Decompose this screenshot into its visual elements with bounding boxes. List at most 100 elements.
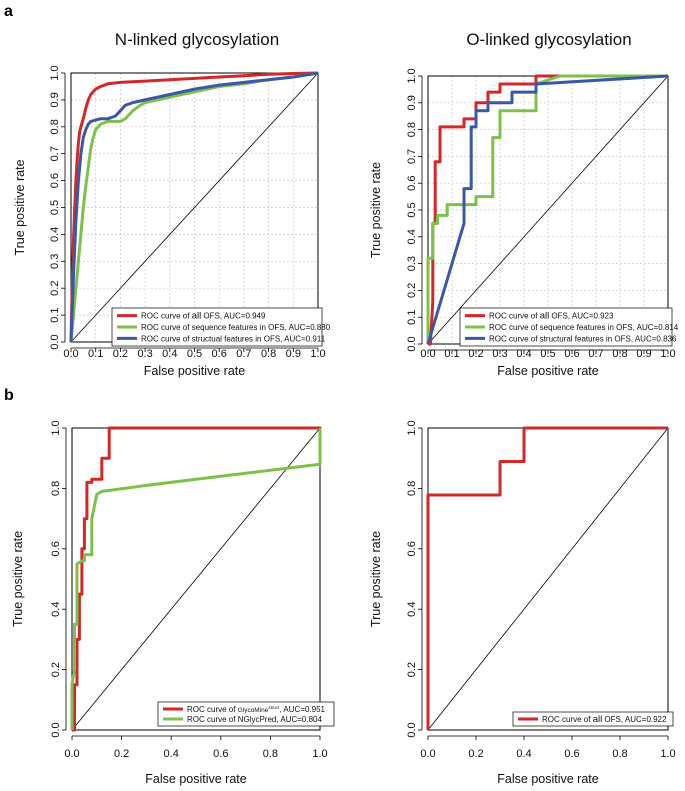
legend-box (459, 307, 673, 347)
x-tick-label-10: 1.0 (310, 348, 325, 360)
y-tick-label-0: 0.0 (406, 722, 418, 737)
legend-entry-0: ROC curve of all OFS, AUC=0.922 (542, 714, 667, 725)
y-tick-label-3: 0.3 (49, 254, 61, 269)
chart-title: O-linked glycosylation (466, 30, 631, 49)
x-tick-label-5: 1.0 (660, 748, 675, 760)
legend-auc: , AUC=0.951 (279, 705, 325, 714)
x-tick-label-9: 0.9 (636, 348, 651, 360)
legend-emphasis: all (192, 311, 202, 322)
y-tick-label-5: 1.0 (50, 420, 62, 435)
chance-diagonal (427, 427, 669, 731)
x-tick-label-4: 0.4 (162, 348, 177, 360)
x-tick-label-1: 0.2 (468, 748, 483, 760)
y-tick-label-4: 0.8 (406, 481, 418, 496)
legend-entry-0: ROC curve of all OFS, AUC=0.923 (489, 311, 614, 322)
panel-label-a: a (4, 3, 13, 20)
x-tick-label-10: 1.0 (660, 348, 675, 360)
y-tick-label-0: 0.0 (50, 722, 62, 737)
y-tick-label-0: 0.0 (406, 336, 418, 351)
x-tick-label-4: 0.4 (516, 348, 531, 360)
legend-method-name: GlycoMine (238, 707, 269, 714)
y-tick-label-3: 0.6 (406, 541, 418, 556)
legend-entry-1: ROC curve of sequence features in OFS, A… (141, 323, 331, 332)
chart-title: N-linked glycosylation (115, 30, 279, 49)
legend-box (111, 307, 323, 347)
x-tick-label-0: 0.0 (63, 348, 78, 360)
y-tick-label-9: 0.9 (49, 92, 61, 107)
y-tick-label-7: 0.7 (406, 149, 418, 164)
x-tick-label-0: 0.0 (420, 348, 435, 360)
panel-label-b: b (4, 387, 14, 404)
roc-curve-series-1 (426, 74, 668, 344)
chance-diagonal (71, 427, 321, 731)
y-tick-label-2: 0.4 (50, 602, 62, 617)
y-tick-label-4: 0.4 (406, 229, 418, 244)
legend-entry-1: ROC curve of sequence features in OFS, A… (489, 323, 679, 332)
y-tick-label-4: 0.8 (50, 481, 62, 496)
legend-box (157, 701, 335, 727)
chart-glycomine-comparison: 0.0 0.2 0.4 0.6 0.8 1.0 0.0 0.2 0.4 0.6 0.8 1.0 Fals… (11, 420, 335, 786)
roc-curve-series-1 (70, 428, 322, 730)
legend-entry-0: ROC curve of GlycoMinestruct, AUC=0.951 (187, 705, 326, 714)
x-tick-label-3: 0.3 (137, 348, 152, 360)
y-tick-label-5: 0.5 (406, 202, 418, 217)
y-tick-label-0: 0.0 (49, 334, 61, 349)
y-tick-label-10: 1.0 (406, 68, 418, 83)
roc-curve-series-2 (69, 71, 319, 343)
x-axis-label: False positive rate (145, 772, 246, 786)
legend-entry-2: ROC curve of structural features in OFS,… (489, 334, 677, 343)
y-tick-label-7: 0.7 (49, 146, 61, 161)
x-tick-label-6: 0.6 (564, 348, 579, 360)
x-tick-label-7: 0.7 (236, 348, 251, 360)
chart-n-linked: 0.0 0.1 0.2 0.3 0.4 0.5 0.6 0.7 0.8 0.9 1.0 0.0 0.1 0… (13, 30, 331, 378)
roc-curve-series-0 (69, 71, 319, 343)
roc-curve-series-0 (72, 426, 322, 732)
y-tick-label-10: 1.0 (49, 65, 61, 80)
y-tick-label-5: 0.5 (49, 200, 61, 215)
y-tick-label-2: 0.2 (406, 283, 418, 298)
x-axis-label: False positive rate (144, 364, 245, 378)
x-axis-label: False positive rate (497, 772, 598, 786)
y-axis-label: True positive rate (11, 531, 25, 627)
y-tick-label-3: 0.3 (406, 256, 418, 271)
chart-o-linked: 0.0 0.1 0.2 0.3 0.4 0.5 0.6 0.7 0.8 0.9 1.0 0.0 0.1 0… (369, 30, 679, 378)
y-tick-label-4: 0.4 (49, 227, 61, 242)
y-tick-label-2: 0.2 (49, 281, 61, 296)
x-tick-label-3: 0.6 (564, 748, 579, 760)
x-tick-label-5: 1.0 (312, 748, 327, 760)
y-tick-label-9: 0.9 (406, 95, 418, 110)
chart-o-linked-independent: 0.0 0.2 0.4 0.6 0.8 1.0 0.0 0.2 0.4 0.6 0.8 1.0 Fals… (369, 420, 676, 786)
legend-emphasis: all (593, 714, 603, 725)
roc-curve-series-1 (69, 71, 319, 343)
y-axis-label: True positive rate (13, 159, 27, 255)
x-axis-label: False positive rate (497, 364, 598, 378)
x-tick-label-3: 0.6 (213, 748, 228, 760)
y-tick-label-8: 0.8 (406, 122, 418, 137)
x-tick-label-5: 0.5 (187, 348, 202, 360)
x-tick-label-5: 0.5 (540, 348, 555, 360)
legend-box (512, 711, 674, 727)
y-tick-label-6: 0.6 (406, 176, 418, 191)
x-tick-label-4: 0.8 (263, 748, 278, 760)
x-tick-label-0: 0.0 (420, 748, 435, 760)
x-tick-label-8: 0.8 (612, 348, 627, 360)
x-tick-label-3: 0.3 (492, 348, 507, 360)
legend-entry-0: ROC curve of all OFS, AUC=0.949 (141, 311, 266, 322)
y-tick-label-2: 0.4 (406, 602, 418, 617)
roc-curve-series-0 (426, 426, 668, 730)
chance-diagonal (70, 72, 319, 343)
x-tick-label-2: 0.2 (113, 348, 128, 360)
x-tick-label-7: 0.7 (588, 348, 603, 360)
x-tick-label-6: 0.6 (212, 348, 227, 360)
x-tick-label-2: 0.4 (516, 748, 531, 760)
y-tick-label-1: 0.2 (406, 662, 418, 677)
y-tick-label-8: 0.8 (49, 119, 61, 134)
legend-emphasis: all (540, 311, 550, 322)
y-tick-label-5: 1.0 (406, 420, 418, 435)
x-tick-label-1: 0.1 (88, 348, 103, 360)
roc-curve-series-2 (426, 74, 669, 345)
x-tick-label-1: 0.1 (444, 348, 459, 360)
x-tick-label-0: 0.0 (64, 748, 79, 760)
legend-entry-2: ROC curve of structual features in OFS, … (141, 334, 326, 343)
